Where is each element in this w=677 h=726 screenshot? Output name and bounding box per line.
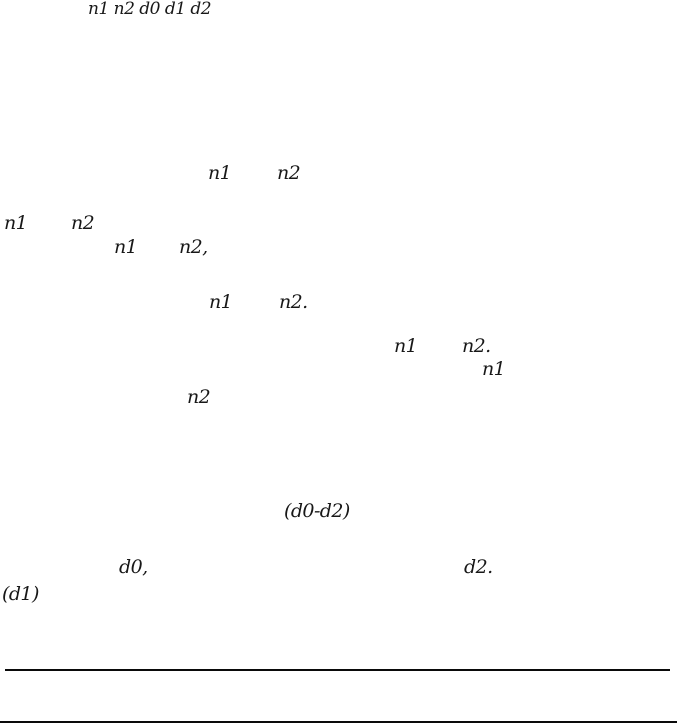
var-d0: d0, [119, 556, 148, 578]
var-n2: n2 [277, 162, 301, 184]
var-n2: n2. [462, 335, 491, 357]
var-n1: n1 [4, 212, 28, 234]
header-variables-line: n1 n2 d0 d1 d2 [88, 0, 212, 19]
var-d1: (d1) [2, 583, 39, 605]
var-n1: n1 [209, 291, 233, 313]
var-d2: d2. [464, 556, 493, 578]
var-n2: n2. [279, 291, 308, 313]
var-range-d0-d2: (d0-d2) [284, 500, 350, 522]
var-n1: n1 [394, 335, 418, 357]
var-n1: n1 [208, 162, 232, 184]
var-n2: n2, [179, 236, 208, 258]
var-n1: n1 [114, 236, 138, 258]
var-n2: n2 [187, 386, 211, 408]
var-n1: n1 [482, 358, 506, 380]
bottom-rule [0, 721, 677, 723]
footnote-rule [5, 669, 670, 671]
var-n2: n2 [71, 212, 95, 234]
